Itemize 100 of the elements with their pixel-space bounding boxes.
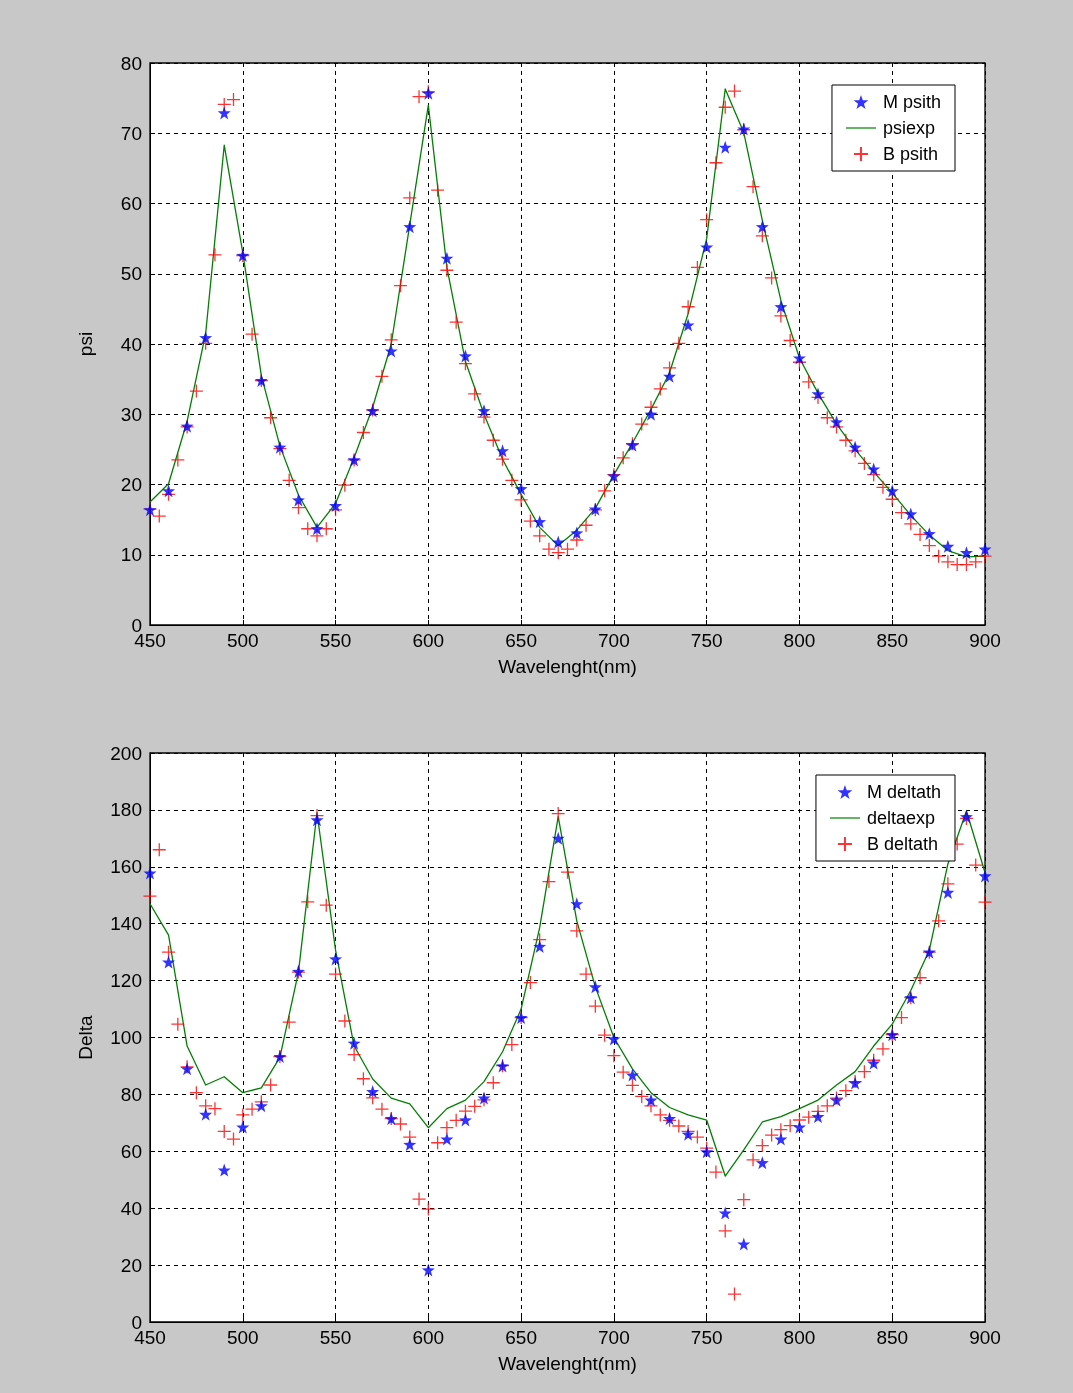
legend-label: B deltath: [866, 834, 939, 854]
x-tick-label: 600: [412, 1327, 445, 1348]
y-axis-title: psi: [75, 331, 96, 357]
x-tick-label: 800: [783, 630, 816, 651]
point: [811, 1110, 825, 1124]
point: [217, 106, 231, 120]
x-tick-label: 650: [505, 630, 537, 651]
point: [755, 1156, 769, 1170]
x-tick-label: 850: [876, 630, 909, 651]
point: [570, 897, 584, 911]
point: [941, 539, 955, 553]
point: [496, 444, 510, 458]
point: [421, 1263, 435, 1277]
y-tick-label: 140: [110, 913, 142, 935]
y-tick-label: 80: [120, 52, 142, 74]
x-axis-title: Wavelenght(nm): [498, 1353, 637, 1374]
point: [607, 1032, 621, 1046]
point: [922, 527, 936, 541]
point: [848, 440, 862, 454]
point: [681, 318, 695, 332]
y-tick-label: 10: [120, 544, 142, 566]
x-tick-label: 500: [226, 630, 259, 651]
point: [384, 344, 398, 358]
point: [644, 1093, 658, 1107]
point: [440, 1132, 454, 1146]
point: [663, 369, 677, 383]
point: [718, 1206, 732, 1220]
point: [644, 407, 658, 421]
y-tick-label: 20: [120, 1254, 142, 1276]
y-tick-label: 120: [110, 970, 142, 992]
x-tick-label: 600: [412, 630, 445, 651]
point: [978, 869, 992, 883]
point: [403, 1137, 417, 1151]
y-tick-label: 160: [110, 856, 142, 878]
point: [366, 1085, 380, 1099]
point: [718, 140, 732, 154]
y-tick-label: 60: [120, 1140, 142, 1162]
point: [792, 1120, 806, 1134]
y-tick-label: 40: [120, 1197, 142, 1219]
point: [199, 1107, 213, 1121]
x-tick-label: 500: [226, 1327, 259, 1348]
y-tick-label: 40: [120, 333, 142, 355]
legend-label: B psith: [882, 144, 939, 164]
point: [774, 300, 788, 314]
point: [143, 866, 157, 880]
point: [904, 507, 918, 521]
y-axis-title: Delta: [75, 1014, 96, 1060]
y-tick-label: 30: [120, 403, 142, 425]
point: [347, 1036, 361, 1050]
y-tick-label: 180: [110, 799, 142, 821]
x-tick-label: 750: [690, 1327, 723, 1348]
x-tick-label: 850: [876, 1327, 909, 1348]
point: [254, 1099, 268, 1113]
point: [236, 1120, 250, 1134]
y-tick-label: 100: [110, 1027, 142, 1048]
point: [291, 493, 305, 507]
point: [811, 387, 825, 401]
x-tick-label: 750: [690, 630, 723, 651]
point: [199, 331, 213, 345]
point: [310, 813, 324, 827]
point: [941, 885, 955, 899]
x-tick-label: 900: [969, 1327, 1001, 1348]
point: [329, 952, 343, 966]
point: [700, 1145, 714, 1159]
point: [885, 484, 899, 498]
point: [217, 1163, 231, 1177]
point: [403, 220, 417, 234]
x-tick-label: 700: [598, 630, 630, 651]
point: [792, 351, 806, 365]
point: [533, 939, 547, 953]
y-tick-label: 20: [120, 474, 142, 495]
legend-label: deltaexp: [866, 808, 936, 828]
y-tick-label: 60: [120, 193, 142, 214]
point: [458, 349, 472, 363]
point: [533, 515, 547, 529]
point: [774, 1132, 788, 1146]
point: [477, 404, 491, 418]
x-tick-label: 650: [505, 1327, 537, 1348]
point: [162, 955, 176, 969]
y-tick-label: 70: [120, 122, 142, 144]
point: [310, 522, 324, 536]
point: [329, 499, 343, 513]
y-tick-label: 80: [120, 1083, 142, 1105]
point: [588, 980, 602, 994]
point: [440, 251, 454, 265]
legend-label: M deltath: [866, 782, 942, 802]
point: [551, 535, 565, 549]
point: [162, 484, 176, 498]
point: [551, 831, 565, 845]
x-tick-label: 550: [319, 1327, 352, 1348]
point: [755, 220, 769, 234]
x-tick-label: 700: [598, 1327, 630, 1348]
point: [959, 546, 973, 560]
x-tick-label: 550: [319, 630, 352, 651]
point: [867, 462, 881, 476]
y-tick-label: 50: [120, 263, 142, 285]
x-tick-label: 900: [969, 630, 1001, 651]
point: [737, 1237, 751, 1251]
point: [570, 526, 584, 540]
point: [625, 1068, 639, 1082]
